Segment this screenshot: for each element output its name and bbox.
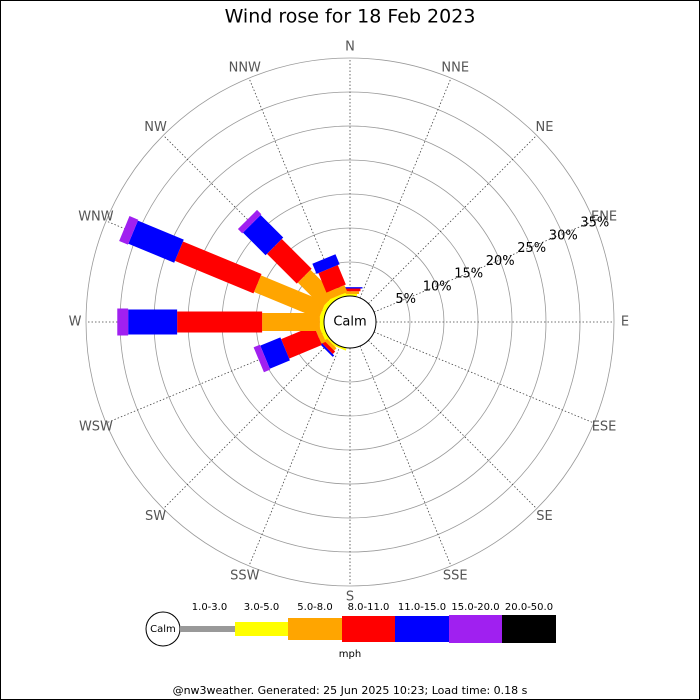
direction-bar — [312, 254, 348, 301]
bar-segment — [242, 214, 284, 256]
direction-label: SSE — [443, 569, 468, 584]
legend-units: mph — [339, 649, 361, 660]
direction-label: WSW — [79, 420, 113, 435]
direction-label: NW — [144, 120, 167, 135]
direction-bar — [237, 209, 337, 309]
calm-circle — [323, 295, 377, 349]
bar-segment — [177, 311, 263, 333]
direction-bar — [119, 216, 329, 319]
footer: @nw3weather. Generated: 25 Jun 2025 10:2… — [173, 684, 528, 697]
bar-segment — [253, 344, 271, 373]
direction-label: ESE — [592, 420, 617, 435]
ring-label: 10% — [423, 279, 452, 294]
direction-label: S — [346, 590, 354, 605]
legend-label: 1.0-3.0 — [192, 602, 227, 613]
legend-label: 8.0-11.0 — [348, 602, 390, 613]
direction-label: SW — [145, 509, 166, 524]
legend-label: 20.0-50.0 — [505, 602, 553, 613]
bar-segment — [128, 309, 178, 335]
bar-segment — [343, 293, 357, 296]
bar-segment — [327, 285, 348, 299]
direction-label: N — [345, 40, 355, 55]
chart-title: Wind rose for 18 Feb 2023 — [225, 6, 476, 28]
direction-bar — [117, 308, 324, 336]
bar-segment — [174, 241, 262, 294]
spoke — [368, 340, 537, 509]
legend-swatch — [235, 622, 288, 636]
spoke — [373, 220, 595, 313]
direction-label: SE — [536, 509, 552, 524]
ring-label: 5% — [395, 292, 416, 307]
legend-label: 15.0-20.0 — [451, 602, 499, 613]
spoke — [373, 331, 595, 424]
direction-label: WNW — [78, 209, 114, 224]
ring — [85, 57, 615, 587]
bar-segment — [119, 216, 139, 245]
direction-bar — [253, 325, 329, 373]
ring-label: 25% — [517, 241, 546, 256]
bar-segment — [319, 325, 329, 340]
bar-segment — [260, 337, 290, 369]
bar-segment — [266, 238, 312, 284]
bar-segment — [312, 254, 340, 274]
legend-label: 3.0-5.0 — [244, 602, 279, 613]
spoke — [163, 340, 332, 509]
legend-swatch — [502, 615, 556, 643]
ring-label: 15% — [454, 267, 483, 282]
legend-label: 5.0-8.0 — [297, 602, 332, 613]
ring-label: 35% — [580, 216, 609, 231]
spoke — [248, 345, 341, 567]
bar-segment — [318, 265, 346, 293]
bar-segment — [237, 209, 262, 234]
bar-segment — [297, 269, 336, 308]
legend-label: 11.0-15.0 — [398, 602, 446, 613]
bar-segment — [117, 308, 129, 336]
spoke — [359, 77, 452, 299]
bar-segment — [281, 325, 322, 359]
legend-swatch — [180, 626, 235, 632]
direction-label: SSW — [230, 569, 260, 584]
legend-swatch — [342, 616, 395, 642]
legend-calm-label: Calm — [150, 624, 176, 635]
bar-segment — [262, 313, 320, 331]
bar-segment — [254, 275, 326, 319]
spoke — [359, 345, 452, 567]
direction-label: NNW — [229, 60, 261, 75]
legend-swatch — [449, 615, 502, 643]
spoke — [368, 135, 537, 304]
ring-label: 30% — [549, 228, 578, 243]
bar-segment — [332, 292, 347, 301]
direction-label: NNE — [441, 60, 469, 75]
bar-segment — [319, 315, 324, 329]
legend-swatch — [395, 616, 449, 642]
direction-label: ENE — [591, 209, 617, 224]
legend-swatch — [288, 618, 342, 640]
bar-segment — [128, 220, 184, 263]
direction-label: W — [69, 315, 82, 330]
direction-label: NE — [535, 120, 553, 135]
calm-label: Calm — [333, 315, 366, 330]
direction-label: E — [621, 315, 629, 330]
ring-label: 20% — [486, 254, 515, 269]
